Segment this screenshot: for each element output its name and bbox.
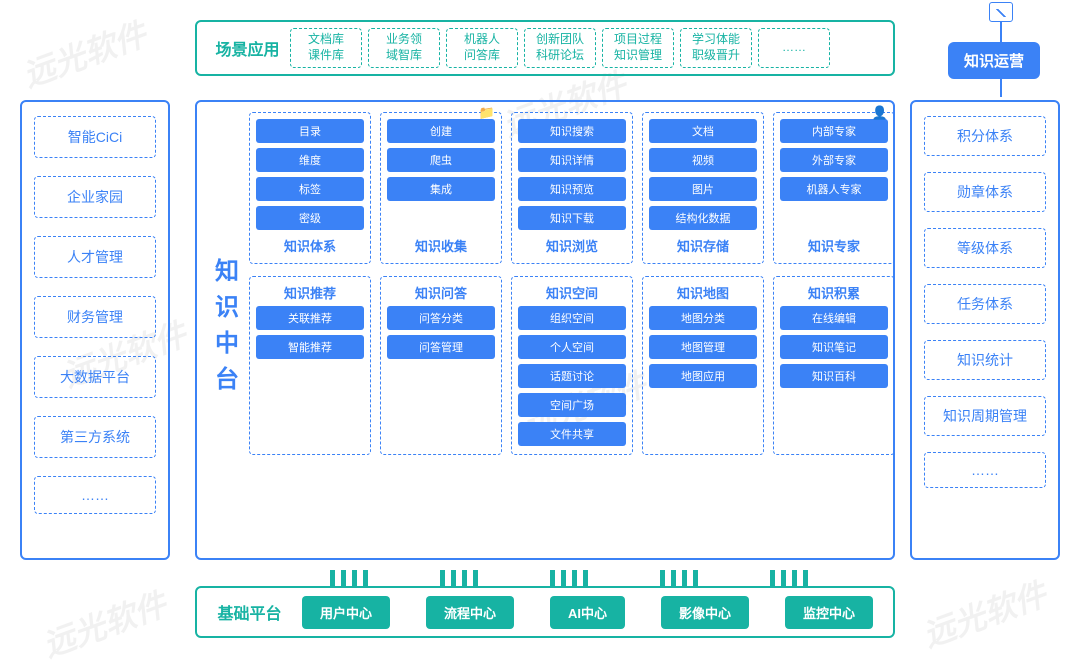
pill: 关联推荐 xyxy=(256,306,364,330)
pill: 话题讨论 xyxy=(518,364,626,388)
scenario-cell: 创新团队科研论坛 xyxy=(524,28,596,68)
modules-row-2: 知识推荐关联推荐智能推荐知识问答问答分类问答管理知识空间组织空间个人空间话题讨论… xyxy=(249,276,895,455)
module-icon: 👤 xyxy=(872,105,888,121)
scenario-cell: …… xyxy=(758,28,830,68)
module-知识积累: 知识积累在线编辑知识笔记知识百科 xyxy=(773,276,895,455)
pill: 密级 xyxy=(256,206,364,230)
pill: 维度 xyxy=(256,148,364,172)
left-system-item: 智能CiCi xyxy=(34,116,156,158)
pill: 标签 xyxy=(256,177,364,201)
right-ops-item: 知识周期管理 xyxy=(924,396,1046,436)
scenario-cell: 机器人问答库 xyxy=(446,28,518,68)
module-label: 知识空间 xyxy=(518,283,626,302)
foundation-cell: AI中心 xyxy=(550,596,625,629)
scenario-cell: 项目过程知识管理 xyxy=(602,28,674,68)
scenario-cells: 文档库课件库业务领域智库机器人问答库创新团队科研论坛项目过程知识管理学习体能职级… xyxy=(290,28,885,68)
left-system-item: …… xyxy=(34,476,156,514)
left-system-item: 人才管理 xyxy=(34,236,156,278)
pill: 目录 xyxy=(256,119,364,143)
right-ops-item: 积分体系 xyxy=(924,116,1046,156)
module-label: 知识收集 xyxy=(387,236,495,255)
pill: 地图应用 xyxy=(649,364,757,388)
chart-icon xyxy=(989,2,1013,22)
module-label: 知识体系 xyxy=(256,236,364,255)
pill: 爬虫 xyxy=(387,148,495,172)
pill: 组织空间 xyxy=(518,306,626,330)
pill: 知识百科 xyxy=(780,364,888,388)
pill: 外部专家 xyxy=(780,148,888,172)
modules-row-1: 目录维度标签密级知识体系创建爬虫集成知识收集📁知识搜索知识详情知识预览知识下载知… xyxy=(249,112,895,264)
foundation-platform-panel: 基础平台 用户中心 流程中心 AI中心 影像中心 监控中心 xyxy=(195,586,895,638)
foundation-cells: 用户中心 流程中心 AI中心 影像中心 监控中心 xyxy=(292,596,883,629)
pill: 知识下载 xyxy=(518,206,626,230)
scenario-cell: 学习体能职级晋升 xyxy=(680,28,752,68)
pill: 地图管理 xyxy=(649,335,757,359)
pill: 知识搜索 xyxy=(518,119,626,143)
pill: 个人空间 xyxy=(518,335,626,359)
knowledge-ops-badge: 知识运营 xyxy=(948,42,1040,79)
pill: 文件共享 xyxy=(518,422,626,446)
module-label: 知识存储 xyxy=(649,236,757,255)
right-operations-panel: 积分体系勋章体系等级体系任务体系知识统计知识周期管理 …… xyxy=(910,100,1060,560)
pill: 内部专家 xyxy=(780,119,888,143)
module-知识存储: 文档视频图片结构化数据知识存储 xyxy=(642,112,764,264)
right-ops-item: 任务体系 xyxy=(924,284,1046,324)
right-ops-item: 等级体系 xyxy=(924,228,1046,268)
module-label: 知识专家 xyxy=(780,236,888,255)
left-system-item: 大数据平台 xyxy=(34,356,156,398)
module-label: 知识问答 xyxy=(387,283,495,302)
pill: 知识笔记 xyxy=(780,335,888,359)
module-icon: 📁 xyxy=(479,105,495,121)
scenario-label: 场景应用 xyxy=(205,36,290,60)
pill: 问答分类 xyxy=(387,306,495,330)
pill: 集成 xyxy=(387,177,495,201)
left-system-item: 第三方系统 xyxy=(34,416,156,458)
pill: 地图分类 xyxy=(649,306,757,330)
scenario-applications-panel: 场景应用 文档库课件库业务领域智库机器人问答库创新团队科研论坛项目过程知识管理学… xyxy=(195,20,895,76)
foundation-label: 基础平台 xyxy=(207,600,292,624)
pill: 结构化数据 xyxy=(649,206,757,230)
scenario-cell: 业务领域智库 xyxy=(368,28,440,68)
module-知识空间: 知识空间组织空间个人空间话题讨论空间广场文件共享 xyxy=(511,276,633,455)
foundation-cell: 用户中心 xyxy=(302,596,390,629)
pill: 图片 xyxy=(649,177,757,201)
pill: 知识详情 xyxy=(518,148,626,172)
pill: 创建 xyxy=(387,119,495,143)
right-ops-item: 勋章体系 xyxy=(924,172,1046,212)
module-知识推荐: 知识推荐关联推荐智能推荐 xyxy=(249,276,371,455)
foundation-cell: 影像中心 xyxy=(661,596,749,629)
pill: 智能推荐 xyxy=(256,335,364,359)
scenario-cell: 文档库课件库 xyxy=(290,28,362,68)
module-知识专家: 内部专家外部专家机器人专家知识专家👤 xyxy=(773,112,895,264)
module-知识地图: 知识地图地图分类地图管理地图应用 xyxy=(642,276,764,455)
ops-connector-bottom xyxy=(1000,72,1002,97)
pill: 机器人专家 xyxy=(780,177,888,201)
module-label: 知识地图 xyxy=(649,283,757,302)
platform-title: 知识中台 xyxy=(209,112,239,548)
module-知识浏览: 知识搜索知识详情知识预览知识下载知识浏览 xyxy=(511,112,633,264)
foundation-cell: 流程中心 xyxy=(426,596,514,629)
left-system-item: 企业家园 xyxy=(34,176,156,218)
left-system-item: 财务管理 xyxy=(34,296,156,338)
right-ops-item: …… xyxy=(924,452,1046,488)
pill: 在线编辑 xyxy=(780,306,888,330)
pill: 视频 xyxy=(649,148,757,172)
module-知识体系: 目录维度标签密级知识体系 xyxy=(249,112,371,264)
module-知识问答: 知识问答问答分类问答管理 xyxy=(380,276,502,455)
pill: 文档 xyxy=(649,119,757,143)
pill: 空间广场 xyxy=(518,393,626,417)
pill: 知识预览 xyxy=(518,177,626,201)
left-systems-panel: 智能CiCi 企业家园人才管理财务管理大数据平台第三方系统 …… xyxy=(20,100,170,560)
right-ops-item: 知识统计 xyxy=(924,340,1046,380)
module-label: 知识浏览 xyxy=(518,236,626,255)
foundation-cell: 监控中心 xyxy=(785,596,873,629)
module-知识收集: 创建爬虫集成知识收集📁 xyxy=(380,112,502,264)
pill: 问答管理 xyxy=(387,335,495,359)
module-label: 知识积累 xyxy=(780,283,888,302)
module-label: 知识推荐 xyxy=(256,283,364,302)
knowledge-platform-panel: 知识中台 目录维度标签密级知识体系创建爬虫集成知识收集📁知识搜索知识详情知识预览… xyxy=(195,100,895,560)
ops-connector-top xyxy=(1000,22,1002,42)
